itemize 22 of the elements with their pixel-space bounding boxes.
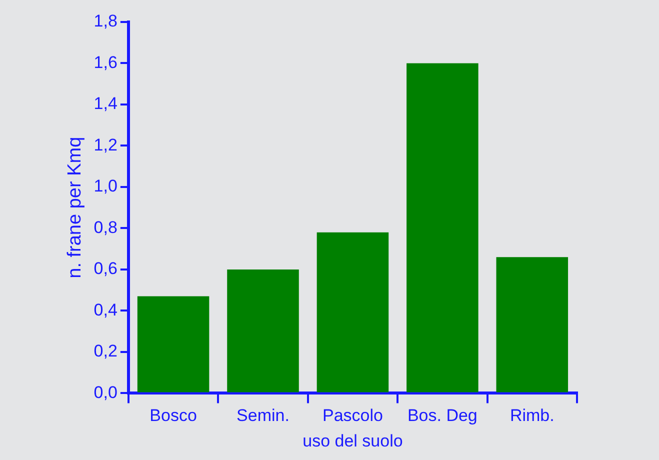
y-tick-label: 0,0 xyxy=(94,382,118,402)
y-axis-title: n. frane per Kmq xyxy=(64,136,86,278)
y-tick-label: 1,0 xyxy=(94,176,118,196)
y-tick-label: 0,6 xyxy=(94,259,118,278)
x-tick-label: Bosco xyxy=(150,406,197,426)
y-tick-label: 1,6 xyxy=(94,52,118,72)
y-tick-label: 0,8 xyxy=(94,218,118,237)
y-tick-label: 0,2 xyxy=(94,342,118,361)
y-tick-label: 1,8 xyxy=(94,12,118,31)
bar xyxy=(316,232,389,392)
bar xyxy=(227,269,299,392)
x-tick-label: Pascolo xyxy=(322,406,383,426)
x-tick-label: Rimb. xyxy=(510,406,554,426)
x-axis-title: uso del suolo xyxy=(302,431,403,450)
y-tick-label: 1,2 xyxy=(94,135,118,154)
y-tick-label: 1,4 xyxy=(94,94,118,114)
bar xyxy=(137,296,210,392)
bar xyxy=(406,63,478,392)
x-tick-label: Bos. Deg xyxy=(407,406,478,426)
x-tick-label: Semin. xyxy=(236,406,290,426)
bar xyxy=(496,257,568,392)
y-tick-label: 0,4 xyxy=(94,300,118,320)
